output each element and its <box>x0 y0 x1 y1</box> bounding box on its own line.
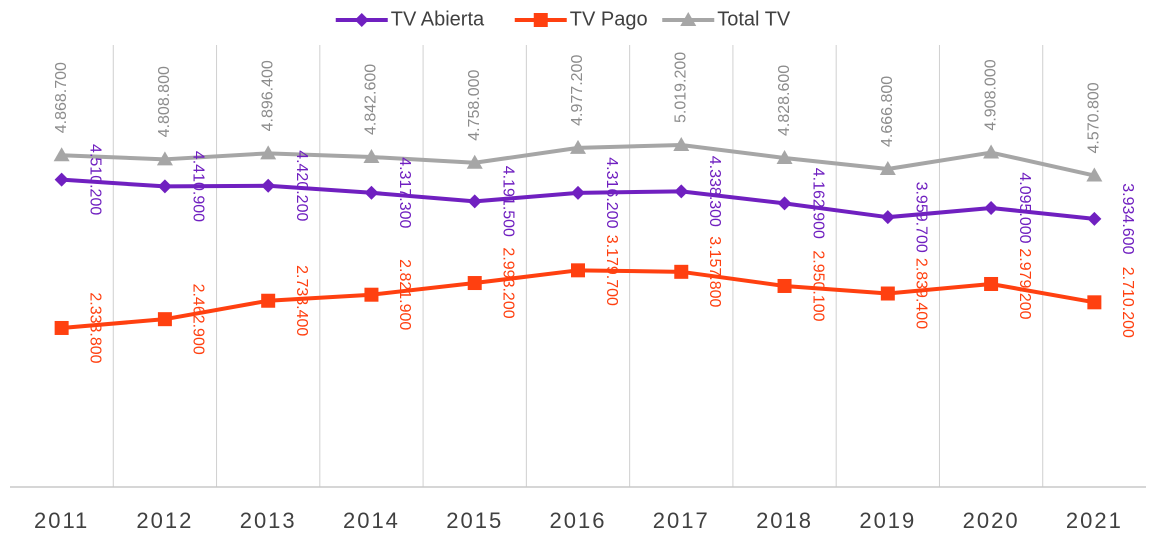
data-label: 4.842.600 <box>363 64 380 135</box>
x-tick-label: 2021 <box>1066 508 1123 533</box>
data-label: 3.179.700 <box>603 235 620 306</box>
marker <box>157 179 172 194</box>
data-label: 2.710.200 <box>1119 267 1136 338</box>
marker <box>53 147 70 162</box>
marker <box>570 139 586 154</box>
marker <box>571 185 585 200</box>
marker <box>467 194 482 209</box>
data-label: 5.019.200 <box>672 52 689 123</box>
grid <box>10 45 1146 488</box>
data-label: 4.570.800 <box>1086 82 1103 153</box>
data-label: 4.908.000 <box>982 59 999 130</box>
x-tick-label: 2013 <box>240 508 297 533</box>
data-label: 2.821.900 <box>396 259 413 330</box>
marker <box>261 293 276 308</box>
data-label: 3.959.700 <box>913 182 930 253</box>
data-label: 4.666.800 <box>879 76 896 147</box>
data-label: 4.338.300 <box>706 156 723 227</box>
marker <box>674 264 689 279</box>
data-label: 4.758.000 <box>466 69 483 140</box>
x-tick-label: 2015 <box>446 508 503 533</box>
marker <box>467 276 482 291</box>
legend-label: Total TV <box>717 8 791 30</box>
marker <box>1086 167 1103 182</box>
legend-marker <box>680 12 697 26</box>
data-label: 2.993.200 <box>499 247 516 318</box>
legend: TV Abierta TV Pago Total TV <box>335 8 791 30</box>
data-label: 4.191.500 <box>499 166 516 237</box>
data-label: 4.410.900 <box>190 151 207 222</box>
marker <box>879 160 896 175</box>
marker <box>260 145 277 160</box>
legend-marker <box>533 13 548 27</box>
x-tick-label: 2018 <box>756 508 813 533</box>
marker <box>54 172 69 187</box>
marker <box>364 287 379 302</box>
marker <box>261 178 276 193</box>
marker <box>1087 211 1102 226</box>
marker <box>1087 295 1102 310</box>
data-label: 3.934.600 <box>1119 183 1136 254</box>
data-label: 4.095.000 <box>1016 172 1033 243</box>
marker <box>984 276 999 291</box>
legend-label: TV Abierta <box>391 8 485 30</box>
marker <box>880 286 895 301</box>
x-tick-label: 2016 <box>550 508 607 533</box>
marker <box>466 154 483 169</box>
marker <box>880 210 895 225</box>
data-label: 4.420.200 <box>293 150 310 221</box>
marker <box>673 136 690 151</box>
marker <box>776 149 793 164</box>
x-tick-label: 2019 <box>859 508 916 533</box>
x-tick-label: 2014 <box>343 508 400 533</box>
x-tick-label: 2012 <box>136 508 193 533</box>
x-tick-label: 2020 <box>963 508 1020 533</box>
data-label: 4.808.800 <box>156 66 173 137</box>
marker <box>156 151 173 166</box>
data-label: 2.979.200 <box>1016 248 1033 319</box>
data-label: 2.333.800 <box>86 292 103 363</box>
marker <box>984 200 999 215</box>
data-label: 2.950.100 <box>809 250 826 321</box>
data-label: 4.510.200 <box>86 144 103 215</box>
data-label: 4.162.900 <box>809 168 826 239</box>
data-label: 4.896.400 <box>259 60 276 131</box>
legend-label: TV Pago <box>570 8 648 30</box>
data-label: 2.733.400 <box>293 265 310 336</box>
x-tick-label: 2017 <box>653 508 710 533</box>
marker <box>157 312 172 327</box>
data-label: 2.462.900 <box>190 284 207 355</box>
x-tick-label: 2011 <box>34 508 89 533</box>
data-label: 4.316.200 <box>603 157 620 228</box>
marker <box>777 196 792 211</box>
data-label: 2.839.400 <box>913 258 930 329</box>
marker <box>54 320 69 335</box>
marker <box>571 263 585 278</box>
marker <box>363 149 380 164</box>
marker <box>364 185 379 200</box>
legend-marker <box>354 13 369 27</box>
marker <box>674 184 689 199</box>
marker <box>777 278 792 293</box>
data-label: 4.828.600 <box>776 65 793 136</box>
data-label: 4.977.200 <box>569 55 586 126</box>
data-label: 3.157.800 <box>706 236 723 307</box>
marker <box>983 144 1000 159</box>
data-label: 4.317.300 <box>396 157 413 228</box>
data-label: 4.868.700 <box>53 62 70 133</box>
